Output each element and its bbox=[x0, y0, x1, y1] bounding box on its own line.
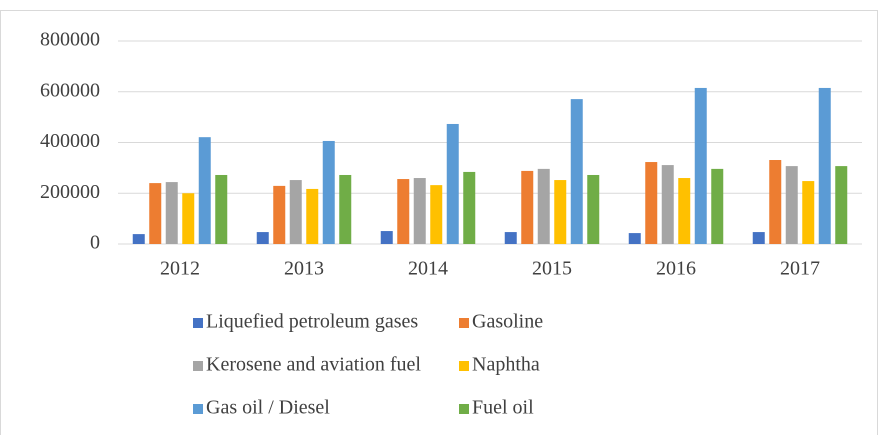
bar bbox=[818, 87, 831, 244]
bar bbox=[273, 185, 286, 244]
legend-swatch bbox=[459, 404, 469, 414]
bar bbox=[215, 174, 228, 244]
legend-label: Kerosene and aviation fuel bbox=[206, 354, 421, 376]
y-tick-label: 600000 bbox=[40, 79, 100, 101]
x-tick-label: 2015 bbox=[532, 258, 572, 280]
legend-label: Naphtha bbox=[472, 354, 540, 376]
bar bbox=[678, 178, 691, 244]
x-tick-label: 2017 bbox=[780, 258, 820, 280]
x-tick-label: 2014 bbox=[408, 258, 448, 280]
bar bbox=[463, 171, 476, 244]
bar bbox=[182, 193, 195, 244]
bar bbox=[306, 188, 319, 244]
legend-swatch bbox=[193, 361, 203, 371]
bar bbox=[339, 174, 352, 244]
bar bbox=[289, 180, 302, 244]
bar bbox=[587, 174, 600, 244]
bar bbox=[198, 137, 211, 244]
bar bbox=[165, 182, 178, 244]
legend-swatch bbox=[459, 361, 469, 371]
y-tick-label: 800000 bbox=[40, 29, 100, 51]
bar bbox=[132, 234, 145, 244]
bar bbox=[322, 140, 335, 244]
bar bbox=[430, 185, 443, 244]
bar bbox=[413, 178, 426, 244]
bar bbox=[446, 123, 459, 244]
bar bbox=[628, 233, 641, 244]
bar bbox=[785, 166, 798, 244]
bar bbox=[554, 180, 567, 244]
x-tick-label: 2016 bbox=[656, 258, 696, 280]
bar bbox=[570, 99, 583, 244]
bar bbox=[537, 168, 550, 244]
y-tick-label: 0 bbox=[90, 232, 100, 254]
bar bbox=[504, 232, 517, 244]
y-tick-label: 400000 bbox=[40, 130, 100, 152]
legend-label: Fuel oil bbox=[472, 397, 534, 419]
bar bbox=[802, 181, 815, 244]
x-tick-label: 2012 bbox=[160, 258, 200, 280]
bar bbox=[835, 166, 848, 244]
legend-label: Gas oil / Diesel bbox=[206, 397, 330, 419]
bar bbox=[149, 183, 162, 244]
bar bbox=[661, 165, 674, 244]
bar bbox=[397, 179, 410, 244]
bar bbox=[711, 168, 724, 244]
bar bbox=[645, 162, 658, 244]
bar bbox=[694, 87, 707, 244]
bar bbox=[521, 170, 534, 244]
legend-swatch bbox=[193, 404, 203, 414]
bar bbox=[380, 231, 393, 244]
bar bbox=[769, 160, 782, 244]
legend-swatch bbox=[459, 318, 469, 328]
y-tick-label: 200000 bbox=[40, 181, 100, 203]
legend-swatch bbox=[193, 318, 203, 328]
legend-label: Liquefied petroleum gases bbox=[206, 311, 418, 333]
bar bbox=[752, 232, 765, 244]
x-tick-label: 2013 bbox=[284, 258, 324, 280]
legend-label: Gasoline bbox=[472, 311, 543, 333]
bar bbox=[256, 232, 269, 244]
